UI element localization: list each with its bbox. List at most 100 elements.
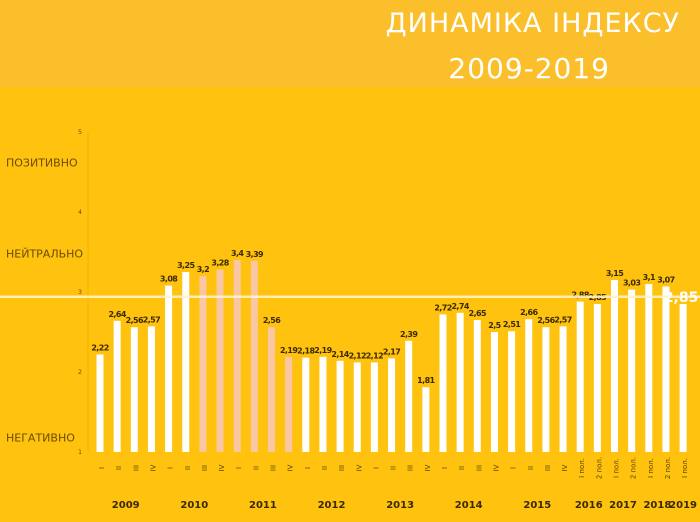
- bar: [96, 354, 104, 452]
- bar-value-label: 2,17: [383, 347, 400, 356]
- bar: [628, 289, 636, 452]
- period-label: II: [115, 466, 123, 470]
- bar: [576, 301, 584, 452]
- period-label: IV: [355, 464, 363, 471]
- period-label: 2 пол.: [664, 457, 672, 479]
- bar-value-label: 2,19: [280, 346, 298, 355]
- current-value-label: 2,85: [664, 290, 699, 306]
- period-label: II: [390, 466, 398, 470]
- bar: [611, 280, 618, 452]
- period-label: I пол.: [647, 458, 655, 478]
- period-label: II: [321, 466, 329, 470]
- year-label: 2014: [455, 500, 483, 511]
- bar-value-label: 2,51: [503, 320, 521, 329]
- period-label: III: [338, 465, 346, 471]
- bar: [130, 327, 138, 452]
- year-label: 2012: [318, 500, 346, 511]
- bar-value-label: 2,66: [520, 308, 538, 317]
- sentiment-label: НЕГАТИВНО: [6, 432, 75, 445]
- bar: [147, 326, 155, 452]
- bar: [559, 326, 567, 452]
- bar-value-label: 2,57: [143, 315, 160, 324]
- bar-value-label: 2,65: [469, 309, 487, 318]
- year-label: 2015: [523, 500, 551, 511]
- bar-value-label: 2,64: [108, 310, 126, 319]
- bar: [165, 285, 173, 452]
- bar: [679, 304, 687, 452]
- bar-value-label: 2,14: [331, 350, 349, 359]
- bar: [285, 356, 293, 452]
- bar-value-label: 3,25: [177, 261, 195, 270]
- year-label: 2018: [643, 500, 671, 511]
- bar-value-label: 2,72: [434, 303, 451, 312]
- bar-value-label: 2,57: [554, 315, 571, 324]
- year-label: 2019: [669, 500, 697, 511]
- period-label: III: [407, 465, 415, 471]
- period-label: II: [184, 466, 192, 470]
- bar-value-label: 3,15: [606, 269, 624, 278]
- period-label: I: [98, 467, 106, 469]
- bar: [422, 387, 430, 452]
- sentiment-label: ПОЗИТИВНО: [6, 156, 78, 169]
- bar-value-label: 2,12: [349, 351, 366, 360]
- y-tick-label: 4: [78, 209, 82, 216]
- period-label: IV: [424, 464, 432, 471]
- period-label: II: [458, 466, 466, 470]
- bar-value-label: 2,5: [488, 321, 501, 330]
- sentiment-label: НЕЙТРАЛЬНО: [6, 248, 83, 261]
- bar-value-label: 3,08: [160, 275, 178, 284]
- bar: [182, 272, 190, 452]
- bar: [439, 314, 447, 452]
- period-label: I: [441, 467, 449, 469]
- bar: [508, 331, 516, 452]
- bar: [473, 320, 481, 452]
- y-tick-label: 5: [78, 129, 82, 136]
- bar-value-label: 2,22: [91, 343, 108, 352]
- bar: [336, 360, 344, 452]
- period-label: I: [510, 467, 518, 469]
- period-label: III: [132, 465, 140, 471]
- period-label: IV: [287, 464, 295, 471]
- period-label: III: [201, 465, 209, 471]
- bar: [199, 276, 207, 452]
- bar-value-label: 1,81: [417, 376, 435, 385]
- period-label: III: [475, 465, 483, 471]
- period-label: II: [527, 466, 535, 470]
- y-tick-label: 2: [78, 369, 82, 376]
- bar-value-label: 2,74: [451, 302, 469, 311]
- bar: [490, 332, 498, 452]
- bar: [250, 260, 258, 452]
- period-label: I: [372, 467, 380, 469]
- period-label: II: [252, 466, 260, 470]
- bar: [662, 286, 670, 452]
- period-label: IV: [492, 464, 500, 471]
- bar: [216, 269, 224, 452]
- year-label: 2011: [249, 500, 277, 511]
- year-label: 2010: [180, 500, 208, 511]
- period-label: I: [235, 467, 243, 469]
- bar: [268, 327, 275, 452]
- year-label: 2017: [609, 500, 637, 511]
- bar-value-label: 3,2: [197, 265, 209, 274]
- title-banner: ДИНАМІКА ІНДЕКСУ 2009-2019: [0, 0, 700, 87]
- period-label: IV: [149, 464, 157, 471]
- bar: [405, 340, 413, 452]
- bar-value-label: 2,18: [297, 347, 315, 356]
- bar-value-label: 3,03: [623, 279, 640, 288]
- period-label: I пол.: [613, 458, 621, 478]
- period-label: I пол.: [578, 458, 586, 478]
- bar-value-label: 2,88: [572, 291, 590, 300]
- bar: [302, 357, 310, 452]
- period-label: I: [167, 467, 175, 469]
- bar: [370, 362, 378, 452]
- bar-value-label: 2,19: [314, 346, 332, 355]
- chart-title: ДИНАМІКА ІНДЕКСУ: [385, 8, 680, 39]
- bar-value-label: 3,4: [231, 249, 244, 258]
- y-tick-label: 3: [78, 289, 82, 296]
- bar-value-label: 2,56: [126, 316, 144, 325]
- period-label: III: [270, 465, 278, 471]
- year-label: 2013: [386, 500, 414, 511]
- y-tick-label: 1: [78, 449, 82, 456]
